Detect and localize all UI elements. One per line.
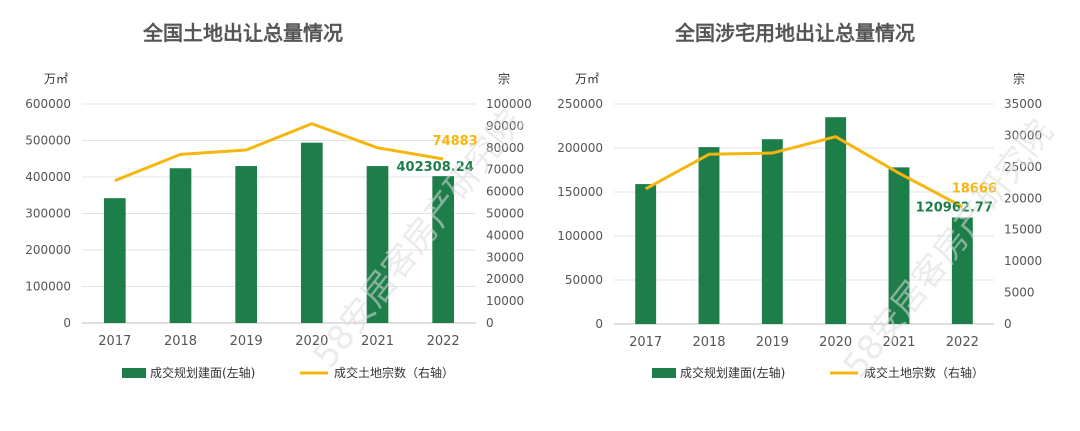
right-tick-label: 60000 (486, 185, 524, 199)
series-line (646, 137, 963, 207)
right-tick-label: 10000 (1004, 254, 1042, 268)
chart-title: 全国涉宅用地出让总量情况 (674, 21, 915, 45)
category-label: 2018 (164, 334, 197, 349)
left-axis-unit: 万㎡ (575, 72, 599, 86)
legend-bar-label: 成交规划建面(左轴) (680, 365, 785, 380)
legend-bar-swatch (122, 368, 146, 378)
left-axis-unit: 万㎡ (44, 72, 68, 86)
left-tick-label: 50000 (565, 273, 603, 287)
category-label: 2022 (427, 334, 460, 349)
category-label: 2018 (692, 335, 725, 350)
left-tick-label: 300000 (25, 207, 71, 221)
left-tick-label: 600000 (25, 97, 71, 111)
series-line (115, 124, 443, 181)
left-tick-label: 0 (63, 316, 71, 330)
right-tick-label: 40000 (486, 228, 524, 242)
right-tick-label: 50000 (486, 207, 524, 221)
category-label: 2019 (756, 335, 789, 350)
bar (235, 166, 257, 323)
chart-title: 全国土地出让总量情况 (142, 21, 343, 45)
legend-line-label: 成交土地宗数（右轴） (334, 365, 454, 380)
category-label: 2017 (629, 335, 662, 350)
category-label: 2017 (98, 334, 131, 349)
bar (301, 143, 323, 323)
legend: 成交规划建面(左轴) 成交土地宗数（右轴） (122, 365, 454, 380)
right-tick-label: 5000 (1004, 286, 1035, 300)
right-axis-unit: 宗 (1013, 71, 1025, 86)
right-tick-label: 0 (486, 316, 494, 330)
right-tick-label: 100000 (486, 97, 532, 111)
bar (635, 184, 656, 324)
left-tick-label: 400000 (25, 170, 71, 184)
right-tick-label: 15000 (1004, 223, 1042, 237)
legend-bar-swatch (652, 368, 676, 378)
right-tick-label: 20000 (486, 272, 524, 286)
left-tick-label: 150000 (557, 185, 603, 199)
legend-line-label: 成交土地宗数（右轴） (864, 365, 984, 380)
right-axis-unit: 宗 (498, 71, 510, 86)
category-label: 2022 (946, 335, 979, 350)
left-tick-label: 0 (595, 317, 603, 331)
left-tick-label: 100000 (557, 229, 603, 243)
bar (699, 147, 720, 324)
right-tick-label: 10000 (486, 294, 524, 308)
right-tick-label: 0 (1004, 317, 1012, 331)
left-tick-label: 200000 (25, 243, 71, 257)
right-tick-label: 30000 (486, 250, 524, 264)
left-tick-label: 500000 (25, 134, 71, 148)
left-tick-label: 200000 (557, 141, 603, 155)
right-tick-label: 35000 (1004, 97, 1042, 111)
left-tick-label: 100000 (25, 280, 71, 294)
legend: 成交规划建面(左轴) 成交土地宗数（右轴） (652, 365, 984, 380)
bar (104, 198, 126, 323)
legend-bar-label: 成交规划建面(左轴) (150, 365, 255, 380)
bar (825, 117, 846, 324)
bar (762, 139, 783, 324)
left-tick-label: 250000 (557, 97, 603, 111)
bar (170, 168, 192, 323)
category-label: 2019 (230, 334, 263, 349)
